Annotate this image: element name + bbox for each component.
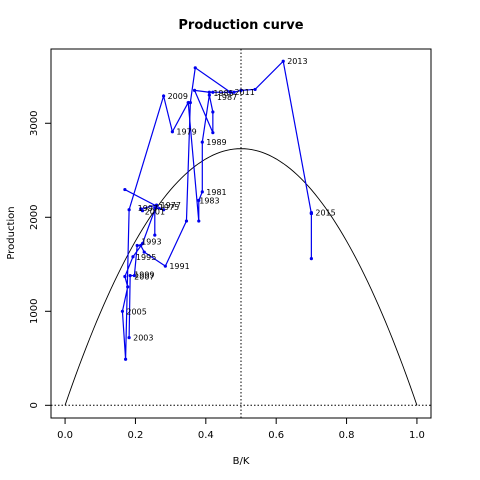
- point-label: 1989: [206, 138, 226, 147]
- data-point: [127, 208, 131, 212]
- production-curve: [64, 148, 418, 406]
- data-point: [128, 273, 132, 278]
- point-label: 2005: [126, 307, 146, 316]
- data-point: [207, 93, 211, 97]
- data-point: [309, 211, 313, 216]
- point-label: 1995: [136, 253, 156, 262]
- data-point: [188, 100, 192, 105]
- data-point: [309, 257, 313, 261]
- point-label: 2003: [133, 334, 153, 343]
- x-tick-label: 0.4: [198, 430, 214, 441]
- point-label: 1979: [176, 128, 196, 137]
- data-point: [193, 66, 197, 70]
- point-label: 1981: [206, 188, 226, 197]
- chart-title: Production curve: [178, 18, 303, 33]
- data-point: [142, 250, 146, 254]
- data-point: [197, 198, 201, 202]
- point-label: 1985: [213, 89, 233, 98]
- data-point: [123, 274, 127, 279]
- plot-frame: [50, 48, 432, 419]
- data-point: [211, 110, 215, 114]
- x-tick-label: 1.0: [409, 430, 425, 441]
- point-label: 2001: [145, 208, 165, 217]
- data-point: [163, 264, 167, 268]
- point-label: 1997: [138, 204, 158, 213]
- data-point: [131, 255, 135, 259]
- data-point: [126, 285, 130, 289]
- point-label: 1999: [134, 271, 154, 280]
- data-point: [239, 88, 243, 92]
- point-label: 1991: [169, 262, 189, 271]
- point-label: 2013: [287, 57, 307, 66]
- data-point: [170, 130, 174, 134]
- data-point: [123, 357, 128, 361]
- x-tick-label: 0.6: [268, 430, 284, 441]
- data-point: [153, 206, 157, 210]
- data-point: [184, 219, 189, 223]
- data-point: [153, 233, 157, 237]
- data-point: [281, 59, 285, 63]
- point-label: 1975: [159, 203, 179, 212]
- data-point: [197, 219, 201, 223]
- data-point: [228, 90, 233, 94]
- data-point: [253, 87, 257, 92]
- data-point: [211, 90, 215, 94]
- data-point: [161, 208, 166, 212]
- data-point: [135, 243, 139, 248]
- y-tick-label: 1000: [29, 299, 40, 324]
- x-tick-label: 0.0: [57, 430, 73, 441]
- y-axis-label: Production: [6, 206, 17, 259]
- point-label: 1983: [199, 196, 219, 205]
- data-point: [192, 88, 197, 92]
- x-axis-label: B/K: [233, 456, 250, 467]
- data-point: [140, 209, 145, 213]
- data-point: [161, 94, 166, 98]
- data-point: [207, 90, 211, 94]
- data-point: [232, 90, 236, 94]
- data-point: [120, 309, 125, 313]
- y-tick-label: 3000: [29, 111, 40, 136]
- point-label: 2011: [234, 88, 254, 97]
- y-tick-label: 0: [29, 402, 40, 408]
- data-point: [154, 203, 159, 207]
- data-point: [200, 140, 204, 144]
- data-point: [139, 243, 143, 248]
- data-point: [200, 190, 204, 194]
- x-tick-label: 0.2: [127, 430, 143, 441]
- x-tick-label: 0.8: [339, 430, 355, 441]
- point-label: 1993: [141, 238, 161, 247]
- point-label: 1977: [161, 201, 181, 210]
- data-point: [211, 131, 215, 135]
- point-label: 1987: [217, 93, 237, 102]
- point-label: 2015: [315, 209, 335, 218]
- y-tick-label: 2000: [29, 205, 40, 230]
- point-label: 2007: [134, 273, 154, 282]
- data-point: [132, 273, 136, 278]
- data-point: [123, 187, 127, 192]
- point-label: 2009: [168, 92, 188, 101]
- plot-area: 0.0 0.2 0.4 0.6 0.8 1.00100020003000201319871…: [29, 48, 432, 441]
- data-point: [127, 336, 131, 340]
